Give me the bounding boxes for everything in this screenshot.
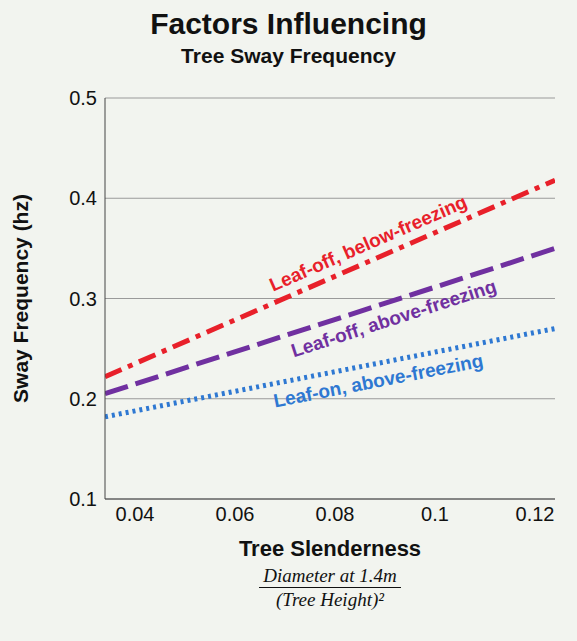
svg-text:Leaf-on, above-freezing: Leaf-on, above-freezing	[272, 350, 485, 412]
svg-text:0.06: 0.06	[216, 503, 255, 525]
html-text:Tree Slenderness: Tree Slenderness	[238, 536, 422, 561]
svg-text:0.08: 0.08	[316, 503, 355, 525]
svg-text:0.5: 0.5	[69, 87, 97, 109]
html-text:Diameter at 1.4m: Diameter at 1.4m	[263, 565, 397, 586]
svg-text:Sway Frequency (hz): Sway Frequency (hz)	[9, 194, 32, 403]
svg-text:0.1: 0.1	[69, 488, 97, 510]
svg-text:0.04: 0.04	[116, 503, 155, 525]
svg-text:0.12: 0.12	[516, 503, 555, 525]
svg-text:0.3: 0.3	[69, 288, 97, 310]
html-text:Factors Influencing: Factors Influencing	[150, 7, 427, 40]
svg-text:Leaf-off, below-freezing: Leaf-off, below-freezing	[266, 191, 470, 296]
svg-text:0.4: 0.4	[69, 187, 97, 209]
html-text:Tree Sway Frequency: Tree Sway Frequency	[181, 44, 396, 67]
html-text:(Tree Height)²: (Tree Height)²	[276, 589, 384, 610]
svg-text:0.2: 0.2	[69, 388, 97, 410]
svg-text:Leaf-off, above-freezing: Leaf-off, above-freezing	[289, 275, 499, 361]
svg-text:0.1: 0.1	[421, 503, 449, 525]
